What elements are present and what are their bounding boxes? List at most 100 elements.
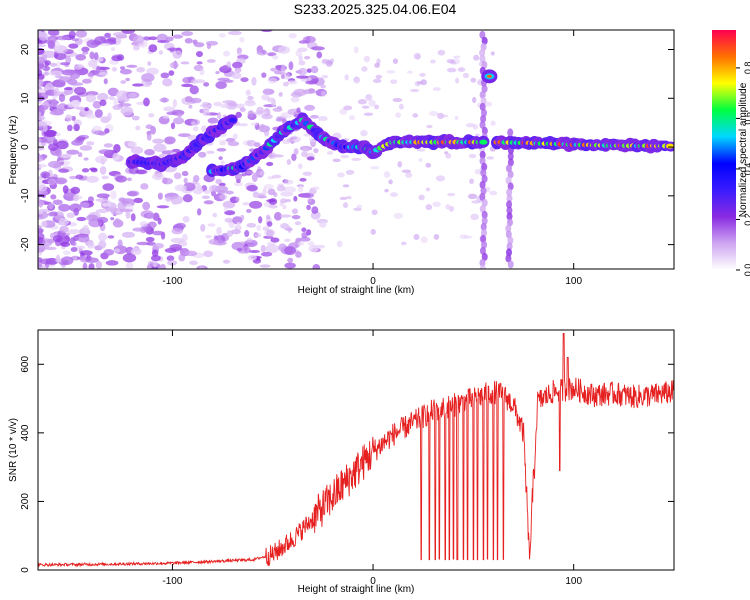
- noise-blob: [56, 140, 69, 150]
- noise-blob: [286, 159, 292, 166]
- noise-blob: [160, 72, 170, 79]
- noise-blob: [306, 204, 311, 211]
- noise-blob: [332, 158, 341, 163]
- noise-blob: [420, 236, 428, 244]
- noise-blob: [275, 65, 282, 69]
- colorbar-label: Normalized spectral amplitude: [738, 82, 749, 217]
- noise-blob: [136, 67, 146, 73]
- noise-blob: [38, 73, 45, 81]
- noise-blob: [440, 114, 449, 118]
- noise-blob: [38, 163, 48, 168]
- noise-blob: [345, 169, 355, 175]
- noise-blob: [215, 81, 227, 90]
- noise-blob: [125, 77, 131, 82]
- streak-blob: [506, 188, 513, 197]
- noise-blob: [38, 236, 44, 245]
- noise-blob: [94, 130, 105, 136]
- noise-blob: [48, 160, 62, 169]
- noise-blob: [401, 169, 412, 174]
- noise-blob: [218, 33, 226, 38]
- noise-blob: [55, 148, 62, 158]
- noise-blob: [259, 124, 265, 128]
- streak-blob: [481, 60, 488, 69]
- noise-blob: [172, 49, 183, 59]
- noise-blob: [121, 231, 135, 238]
- noise-blob: [248, 249, 260, 253]
- noise-blob: [140, 183, 149, 190]
- noise-blob: [336, 240, 343, 248]
- noise-blob: [455, 77, 460, 84]
- noise-blob: [95, 65, 101, 74]
- noise-blob: [141, 73, 155, 83]
- noise-blob: [50, 194, 57, 200]
- noise-blob: [159, 97, 170, 103]
- noise-blob: [87, 72, 95, 77]
- streak-blob: [480, 186, 487, 195]
- noise-blob: [231, 72, 242, 80]
- noise-blob: [152, 230, 164, 236]
- noise-blob: [304, 55, 311, 60]
- noise-blob: [260, 244, 266, 253]
- noise-blob: [224, 217, 234, 223]
- noise-blob: [218, 193, 228, 200]
- noise-blob: [103, 78, 108, 85]
- noise-blob: [48, 70, 63, 76]
- streak-blob: [506, 206, 513, 215]
- streak-blob: [479, 30, 486, 39]
- noise-blob: [283, 186, 297, 194]
- noise-blob: [467, 193, 478, 200]
- xtick-label: 100: [565, 576, 582, 587]
- noise-blob: [462, 72, 470, 79]
- streak-blob: [505, 164, 512, 173]
- noise-blob: [107, 87, 119, 97]
- noise-blob: [216, 147, 227, 152]
- noise-blob: [279, 214, 292, 218]
- noise-blob: [112, 32, 127, 37]
- ridge-core: [228, 117, 237, 123]
- ytick-label: 200: [20, 493, 31, 510]
- noise-blob: [133, 197, 144, 204]
- noise-blob: [67, 229, 81, 235]
- noise-blob: [254, 171, 259, 179]
- noise-blob: [216, 226, 222, 236]
- noise-blob: [260, 251, 273, 257]
- noise-blob: [246, 222, 257, 228]
- noise-blob: [457, 67, 466, 72]
- noise-blob: [169, 61, 179, 69]
- noise-blob: [48, 143, 59, 152]
- noise-blob: [258, 216, 263, 224]
- noise-blob: [74, 64, 83, 70]
- noise-blob: [282, 139, 291, 145]
- noise-blob: [38, 56, 46, 64]
- noise-blob: [353, 207, 362, 212]
- noise-blob: [300, 151, 308, 158]
- noise-blob: [392, 58, 399, 64]
- streak-blob: [479, 204, 486, 213]
- noise-blob: [405, 172, 413, 178]
- noise-blob: [413, 52, 421, 60]
- noise-blob: [130, 146, 144, 155]
- noise-blob: [38, 62, 45, 70]
- noise-blob: [249, 200, 263, 209]
- noise-blob: [363, 112, 374, 116]
- noise-blob: [365, 94, 373, 101]
- noise-blob: [127, 92, 138, 98]
- noise-blob: [132, 45, 140, 51]
- noise-blob: [222, 259, 231, 264]
- noise-blob: [406, 70, 413, 74]
- noise-blob: [445, 152, 452, 159]
- noise-blob: [238, 241, 248, 246]
- noise-blob: [318, 116, 328, 122]
- streak-blob: [479, 264, 486, 269]
- noise-blob: [71, 99, 81, 107]
- noise-blob: [98, 240, 107, 249]
- noise-blob: [163, 106, 176, 112]
- noise-blob: [353, 46, 359, 54]
- ytick-label: 0: [20, 144, 31, 150]
- noise-blob: [272, 54, 279, 60]
- noise-blob: [238, 123, 249, 127]
- noise-blob: [192, 179, 199, 185]
- noise-blob: [247, 255, 257, 261]
- colorbar-tick-label: 0.6: [743, 112, 750, 125]
- ytick-label: 10: [20, 92, 31, 104]
